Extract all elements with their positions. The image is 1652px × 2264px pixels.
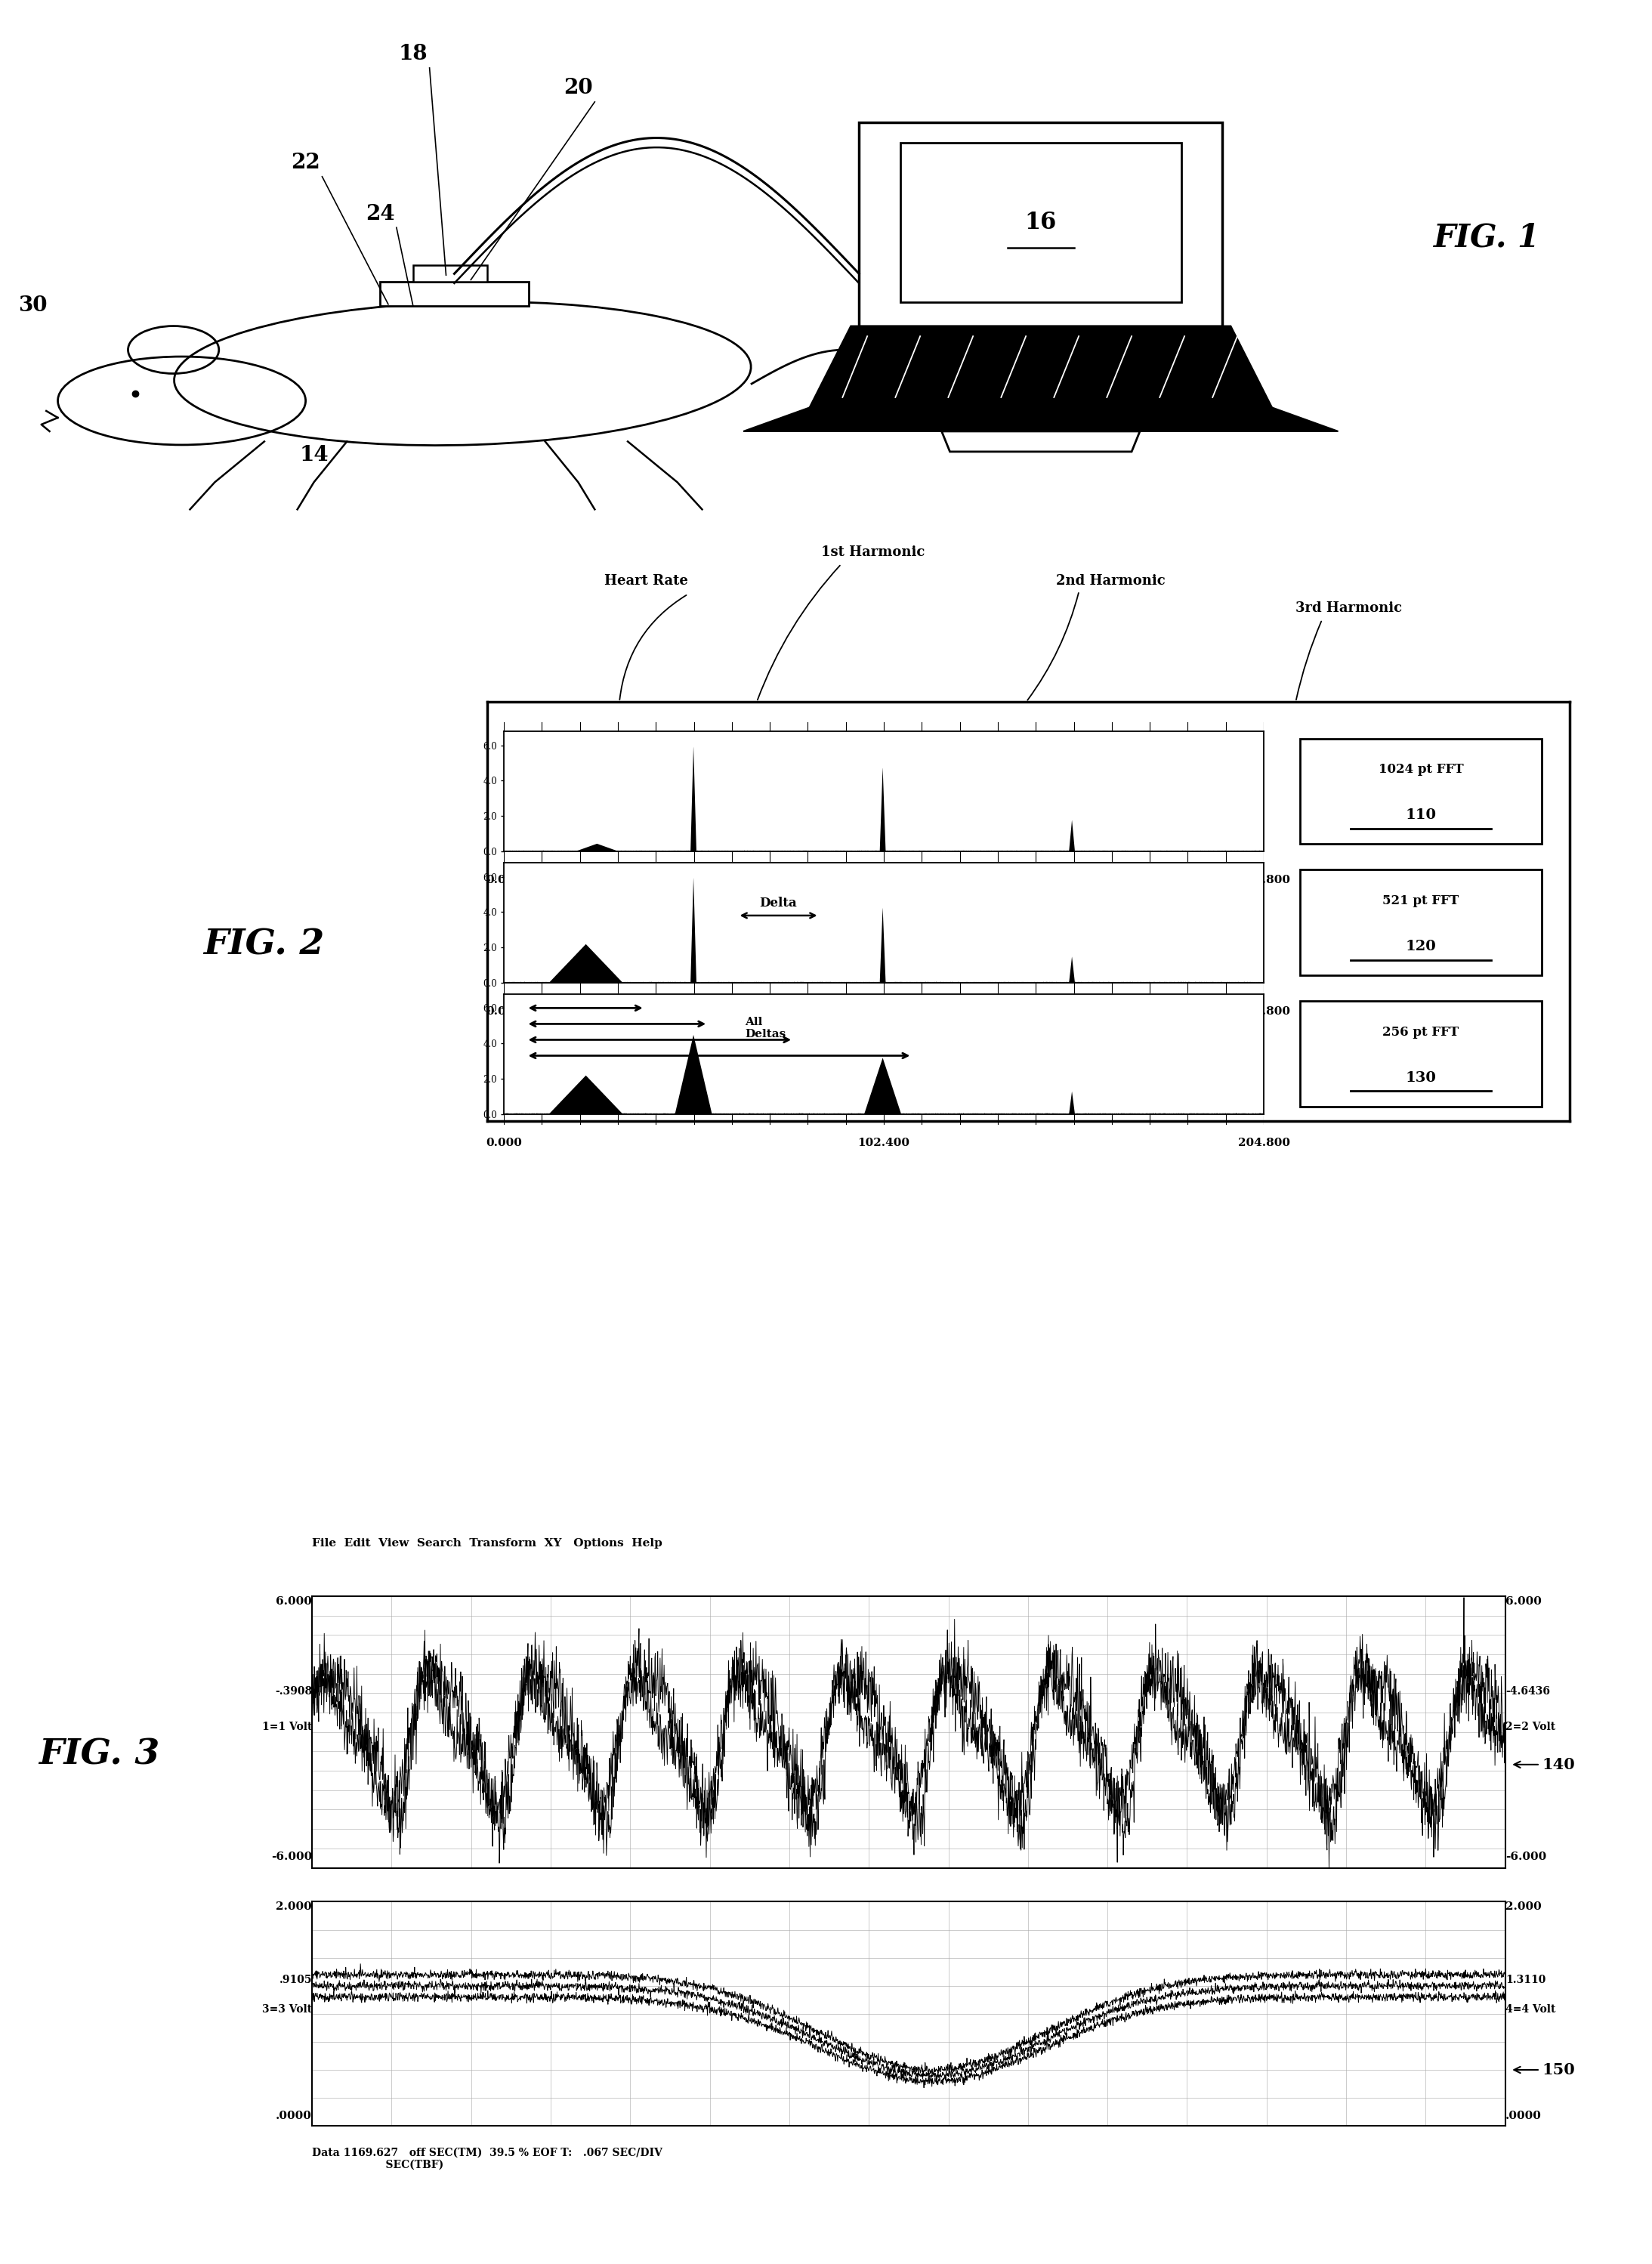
Text: 2=2 Volt: 2=2 Volt bbox=[1505, 1721, 1555, 1732]
Text: Delta: Delta bbox=[760, 897, 798, 910]
Text: -.3908: -.3908 bbox=[274, 1687, 312, 1696]
Text: 2.000: 2.000 bbox=[276, 1902, 312, 1913]
Text: 0.000: 0.000 bbox=[486, 874, 522, 885]
Text: 120: 120 bbox=[1406, 940, 1436, 953]
Text: 16: 16 bbox=[1024, 211, 1057, 235]
Polygon shape bbox=[809, 326, 1272, 408]
Text: 3=3 Volt: 3=3 Volt bbox=[263, 2004, 312, 2015]
Text: -4.6436: -4.6436 bbox=[1505, 1687, 1550, 1696]
Text: 4=4 Volt: 4=4 Volt bbox=[1505, 2004, 1556, 2015]
Text: 204.800: 204.800 bbox=[1237, 1137, 1290, 1148]
Text: Data 1169.627   off SEC(TM)  39.5 % EOF T:   .067 SEC/DIV
                    SE: Data 1169.627 off SEC(TM) 39.5 % EOF T: … bbox=[312, 2146, 662, 2169]
Text: 3rd Harmonic: 3rd Harmonic bbox=[1295, 600, 1403, 614]
Text: 521 pt FFT: 521 pt FFT bbox=[1383, 894, 1459, 908]
Text: -6.000: -6.000 bbox=[1505, 1852, 1546, 1863]
Text: 2.000: 2.000 bbox=[1505, 1902, 1541, 1913]
Text: 14: 14 bbox=[299, 444, 329, 466]
Bar bbox=[1300, 1001, 1541, 1107]
Text: .9105: .9105 bbox=[279, 1974, 312, 1986]
Text: 1.3110: 1.3110 bbox=[1505, 1974, 1546, 1986]
Text: 20: 20 bbox=[563, 77, 593, 100]
Text: 18: 18 bbox=[398, 43, 428, 66]
Text: FIG. 1: FIG. 1 bbox=[1434, 222, 1540, 254]
Bar bbox=[1300, 738, 1541, 844]
Bar bbox=[413, 265, 487, 281]
Text: 0.000: 0.000 bbox=[486, 1137, 522, 1148]
Text: Heart Rate: Heart Rate bbox=[605, 575, 687, 589]
Text: 1024 pt FFT: 1024 pt FFT bbox=[1378, 763, 1464, 777]
Text: 130: 130 bbox=[1406, 1071, 1436, 1084]
Bar bbox=[380, 281, 529, 306]
Text: 24: 24 bbox=[365, 204, 395, 224]
Text: .0000: .0000 bbox=[276, 2110, 312, 2121]
Text: 1=1 Volt: 1=1 Volt bbox=[261, 1721, 312, 1732]
Text: 2nd Harmonic: 2nd Harmonic bbox=[1056, 575, 1165, 589]
Text: File  Edit  View  Search  Transform  XY   Options  Help: File Edit View Search Transform XY Optio… bbox=[312, 1540, 662, 1549]
Polygon shape bbox=[743, 408, 1338, 430]
Text: 6.000: 6.000 bbox=[1505, 1596, 1541, 1607]
Text: FIG. 2: FIG. 2 bbox=[203, 928, 324, 962]
Text: 6.000: 6.000 bbox=[276, 1596, 312, 1607]
Text: 110: 110 bbox=[1406, 808, 1436, 822]
Text: 150: 150 bbox=[1513, 2063, 1576, 2078]
Text: 256 pt FFT: 256 pt FFT bbox=[1383, 1026, 1459, 1039]
Text: 22: 22 bbox=[291, 152, 320, 174]
Text: FIG. 3: FIG. 3 bbox=[38, 1736, 160, 1773]
Text: 0.000: 0.000 bbox=[486, 1007, 522, 1017]
Text: All
Deltas: All Deltas bbox=[745, 1017, 786, 1039]
Text: 204.800: 204.800 bbox=[1237, 874, 1290, 885]
Text: .0000: .0000 bbox=[1505, 2110, 1541, 2121]
Text: -6.000: -6.000 bbox=[271, 1852, 312, 1863]
Text: 140: 140 bbox=[1513, 1757, 1576, 1773]
Text: 102.400: 102.400 bbox=[857, 1137, 910, 1148]
Bar bbox=[1300, 869, 1541, 976]
Text: 204.800: 204.800 bbox=[1237, 1007, 1290, 1017]
Text: 30: 30 bbox=[18, 294, 48, 317]
Polygon shape bbox=[900, 143, 1181, 301]
Text: 1st Harmonic: 1st Harmonic bbox=[821, 546, 925, 559]
Text: 102.400: 102.400 bbox=[857, 1007, 910, 1017]
Text: 102.400: 102.400 bbox=[857, 874, 910, 885]
